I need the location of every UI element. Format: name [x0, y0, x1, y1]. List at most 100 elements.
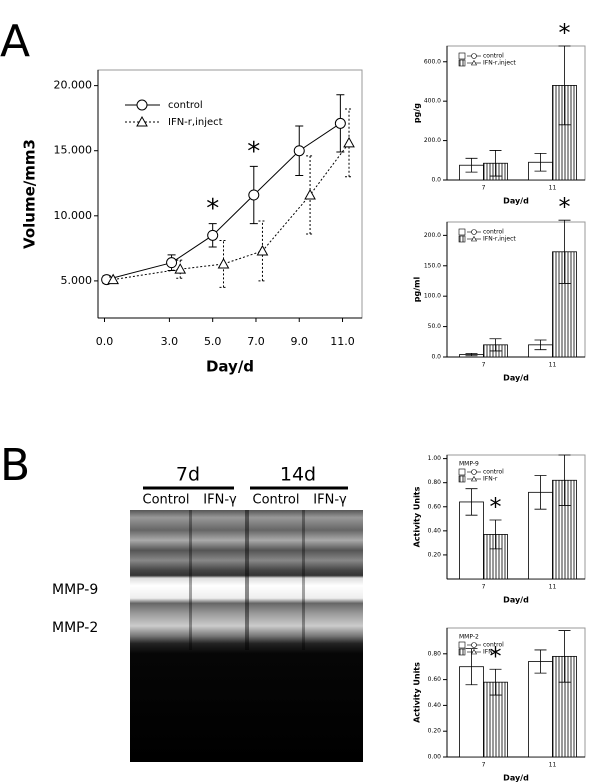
legend-swatch [458, 475, 466, 483]
error-bar [465, 352, 478, 357]
lane-label: Control [253, 493, 300, 508]
x-axis-title: Day/d [206, 358, 254, 376]
panel-label: B [0, 440, 30, 491]
legend-swatch [458, 228, 466, 236]
y-tick-label: 1.00 [428, 455, 442, 462]
marker [304, 188, 316, 200]
x-tick-label: 7.0 [247, 335, 265, 348]
y-tick-label: 0.20 [428, 728, 442, 735]
error-bar [465, 488, 478, 516]
error-bar [489, 338, 502, 352]
series-line [113, 142, 350, 281]
marker [471, 469, 477, 475]
marker [471, 642, 477, 648]
marker [136, 115, 148, 127]
legend-label: IFN-r,inject [483, 60, 516, 67]
y-tick-label: 15.000 [54, 144, 93, 157]
y-tick-label: 600.0 [424, 58, 441, 65]
y-tick-label: 200.0 [424, 137, 441, 144]
marker [470, 235, 478, 242]
y-tick-label: 0.20 [428, 551, 442, 558]
lane-label: IFN-γ [203, 493, 237, 508]
annotation: * [559, 193, 571, 221]
time-label: 14d [280, 464, 316, 486]
error-bar [558, 630, 571, 683]
marker [248, 189, 260, 201]
legend-title: MMP-9 [459, 461, 479, 468]
band-label: MMP-9 [52, 582, 98, 598]
y-tick-label: 0.80 [428, 650, 442, 657]
marker [334, 117, 346, 129]
error-bar [558, 454, 571, 506]
series-line [106, 122, 341, 281]
x-tick-label: 7 [482, 762, 486, 769]
chart: 0.20 0.40 0.60 0.80 1.00 Activity Units Day/d 7… [413, 454, 586, 605]
y-tick-label: 0.40 [428, 527, 442, 534]
legend-swatch [458, 648, 466, 656]
marker [471, 229, 477, 235]
error-bar [489, 668, 502, 696]
y-tick-label: 5.000 [61, 274, 93, 287]
y-tick-label: 100.0 [424, 293, 441, 300]
marker [471, 53, 477, 59]
marker [166, 257, 178, 269]
legend-swatch [458, 52, 466, 60]
legend-swatch [458, 59, 466, 67]
x-axis-title: Day/d [503, 774, 529, 783]
y-tick-label: 0.80 [428, 479, 442, 486]
lane-gap [302, 510, 305, 650]
x-tick-label: 7 [482, 362, 486, 369]
x-tick-label: 0.0 [96, 335, 114, 348]
lane-gap [189, 510, 192, 650]
legend-label: control [483, 53, 504, 60]
gel: 7d 14d Control IFN-γ Control IFN-γ MMP-9… [52, 464, 363, 762]
marker [174, 263, 187, 274]
legend-label: control [483, 642, 504, 649]
annotation: * [247, 137, 260, 167]
lane-label: Control [143, 493, 190, 508]
legend-label: control [483, 469, 504, 476]
y-axis-title: Volume/mm3 [21, 139, 39, 249]
legend-swatch [458, 641, 466, 649]
x-tick-label: 5.0 [204, 335, 222, 348]
legend-label: control [168, 100, 203, 111]
panel-label: A [0, 16, 30, 67]
y-tick-label: 0.0 [431, 354, 441, 361]
legend-swatch [458, 468, 466, 476]
y-tick-label: 0.0 [431, 177, 441, 184]
legend-title: MMP-2 [459, 634, 479, 641]
time-label: 7d [176, 464, 200, 486]
y-axis-title: Activity Units [413, 486, 422, 547]
x-tick-label: 11.0 [330, 335, 355, 348]
x-tick-label: 7 [482, 584, 486, 591]
legend-swatch [458, 235, 466, 243]
x-tick-label: 11 [549, 584, 557, 591]
error-bar [534, 649, 547, 674]
chart: 0.0 50.0 100.0 150.0 200.0 pg/ml Day/d 7 11 contr… [413, 193, 586, 383]
error-bar [558, 219, 571, 284]
chart: 0.00 0.20 0.40 0.60 0.80 Activity Units Day/d 7… [413, 627, 586, 783]
y-axis-title: Activity Units [413, 662, 422, 723]
error-bar [219, 240, 228, 288]
bar [528, 661, 553, 758]
x-tick-label: 11 [549, 185, 557, 192]
y-tick-label: 400.0 [424, 98, 441, 105]
marker [470, 59, 478, 66]
lane-gap [245, 510, 249, 650]
y-tick-label: 0.60 [428, 503, 442, 510]
x-axis-title: Day/d [503, 596, 529, 605]
marker [217, 257, 230, 269]
x-tick-label: 11 [549, 762, 557, 769]
y-tick-label: 50.0 [428, 323, 442, 330]
error-bar [534, 339, 547, 351]
y-tick-label: 20.000 [54, 79, 93, 92]
marker [293, 145, 305, 157]
y-tick-label: 0.00 [428, 754, 442, 761]
marker [107, 273, 119, 285]
x-tick-label: 3.0 [161, 335, 179, 348]
gel-image [130, 510, 363, 762]
y-tick-label: 200.0 [424, 232, 441, 239]
marker [470, 475, 478, 482]
legend-label: IFN-r,inject [168, 117, 223, 128]
